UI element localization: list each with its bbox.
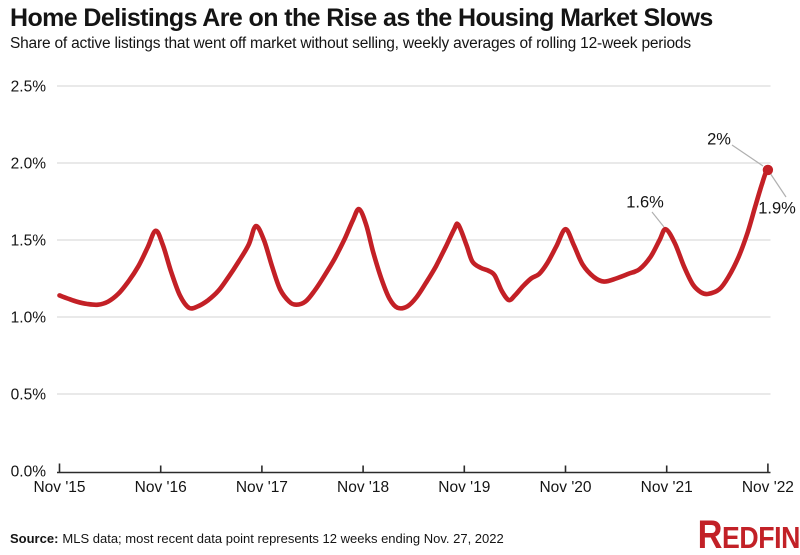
annotation-leader-line — [651, 211, 665, 228]
x-tick-label: Nov '22 — [742, 479, 794, 496]
redfin-logo-rest: EDFIN — [722, 520, 800, 555]
annotation-leader-line — [769, 172, 787, 198]
y-tick-label: 2.5% — [11, 79, 47, 96]
x-tick-label: Nov '21 — [641, 479, 693, 496]
y-tick-label: 1.0% — [11, 310, 47, 327]
series-line — [57, 167, 771, 311]
x-tick-label: Nov '15 — [33, 479, 85, 496]
redfin-logo-initial: R — [697, 513, 723, 555]
y-tick-label: 1.5% — [11, 233, 47, 250]
y-tick-label: 0.0% — [11, 464, 47, 481]
x-tick-label: Nov '20 — [539, 479, 591, 496]
annotation-label: 2% — [707, 131, 731, 149]
redfin-logo: R EDFIN — [698, 515, 800, 555]
y-tick-label: 2.0% — [11, 156, 47, 173]
x-tick-label: Nov '18 — [337, 479, 389, 496]
source-note: Source: MLS data; most recent data point … — [10, 531, 504, 546]
source-text: MLS data; most recent data point represe… — [62, 531, 504, 546]
chart-subtitle: Share of active listings that went off m… — [10, 35, 691, 52]
x-tick-label: Nov '19 — [438, 479, 490, 496]
annotation-leader-line — [731, 144, 764, 167]
annotation-label: 1.9% — [758, 200, 796, 218]
x-tick-label: Nov '17 — [236, 479, 288, 496]
y-tick-label: 0.5% — [11, 387, 47, 404]
source-label: Source: — [10, 531, 59, 546]
last-point-marker — [762, 164, 774, 176]
chart-title: Home Delistings Are on the Rise as the H… — [10, 4, 713, 32]
annotation-label: 1.6% — [626, 194, 664, 212]
x-tick-label: Nov '16 — [135, 479, 187, 496]
